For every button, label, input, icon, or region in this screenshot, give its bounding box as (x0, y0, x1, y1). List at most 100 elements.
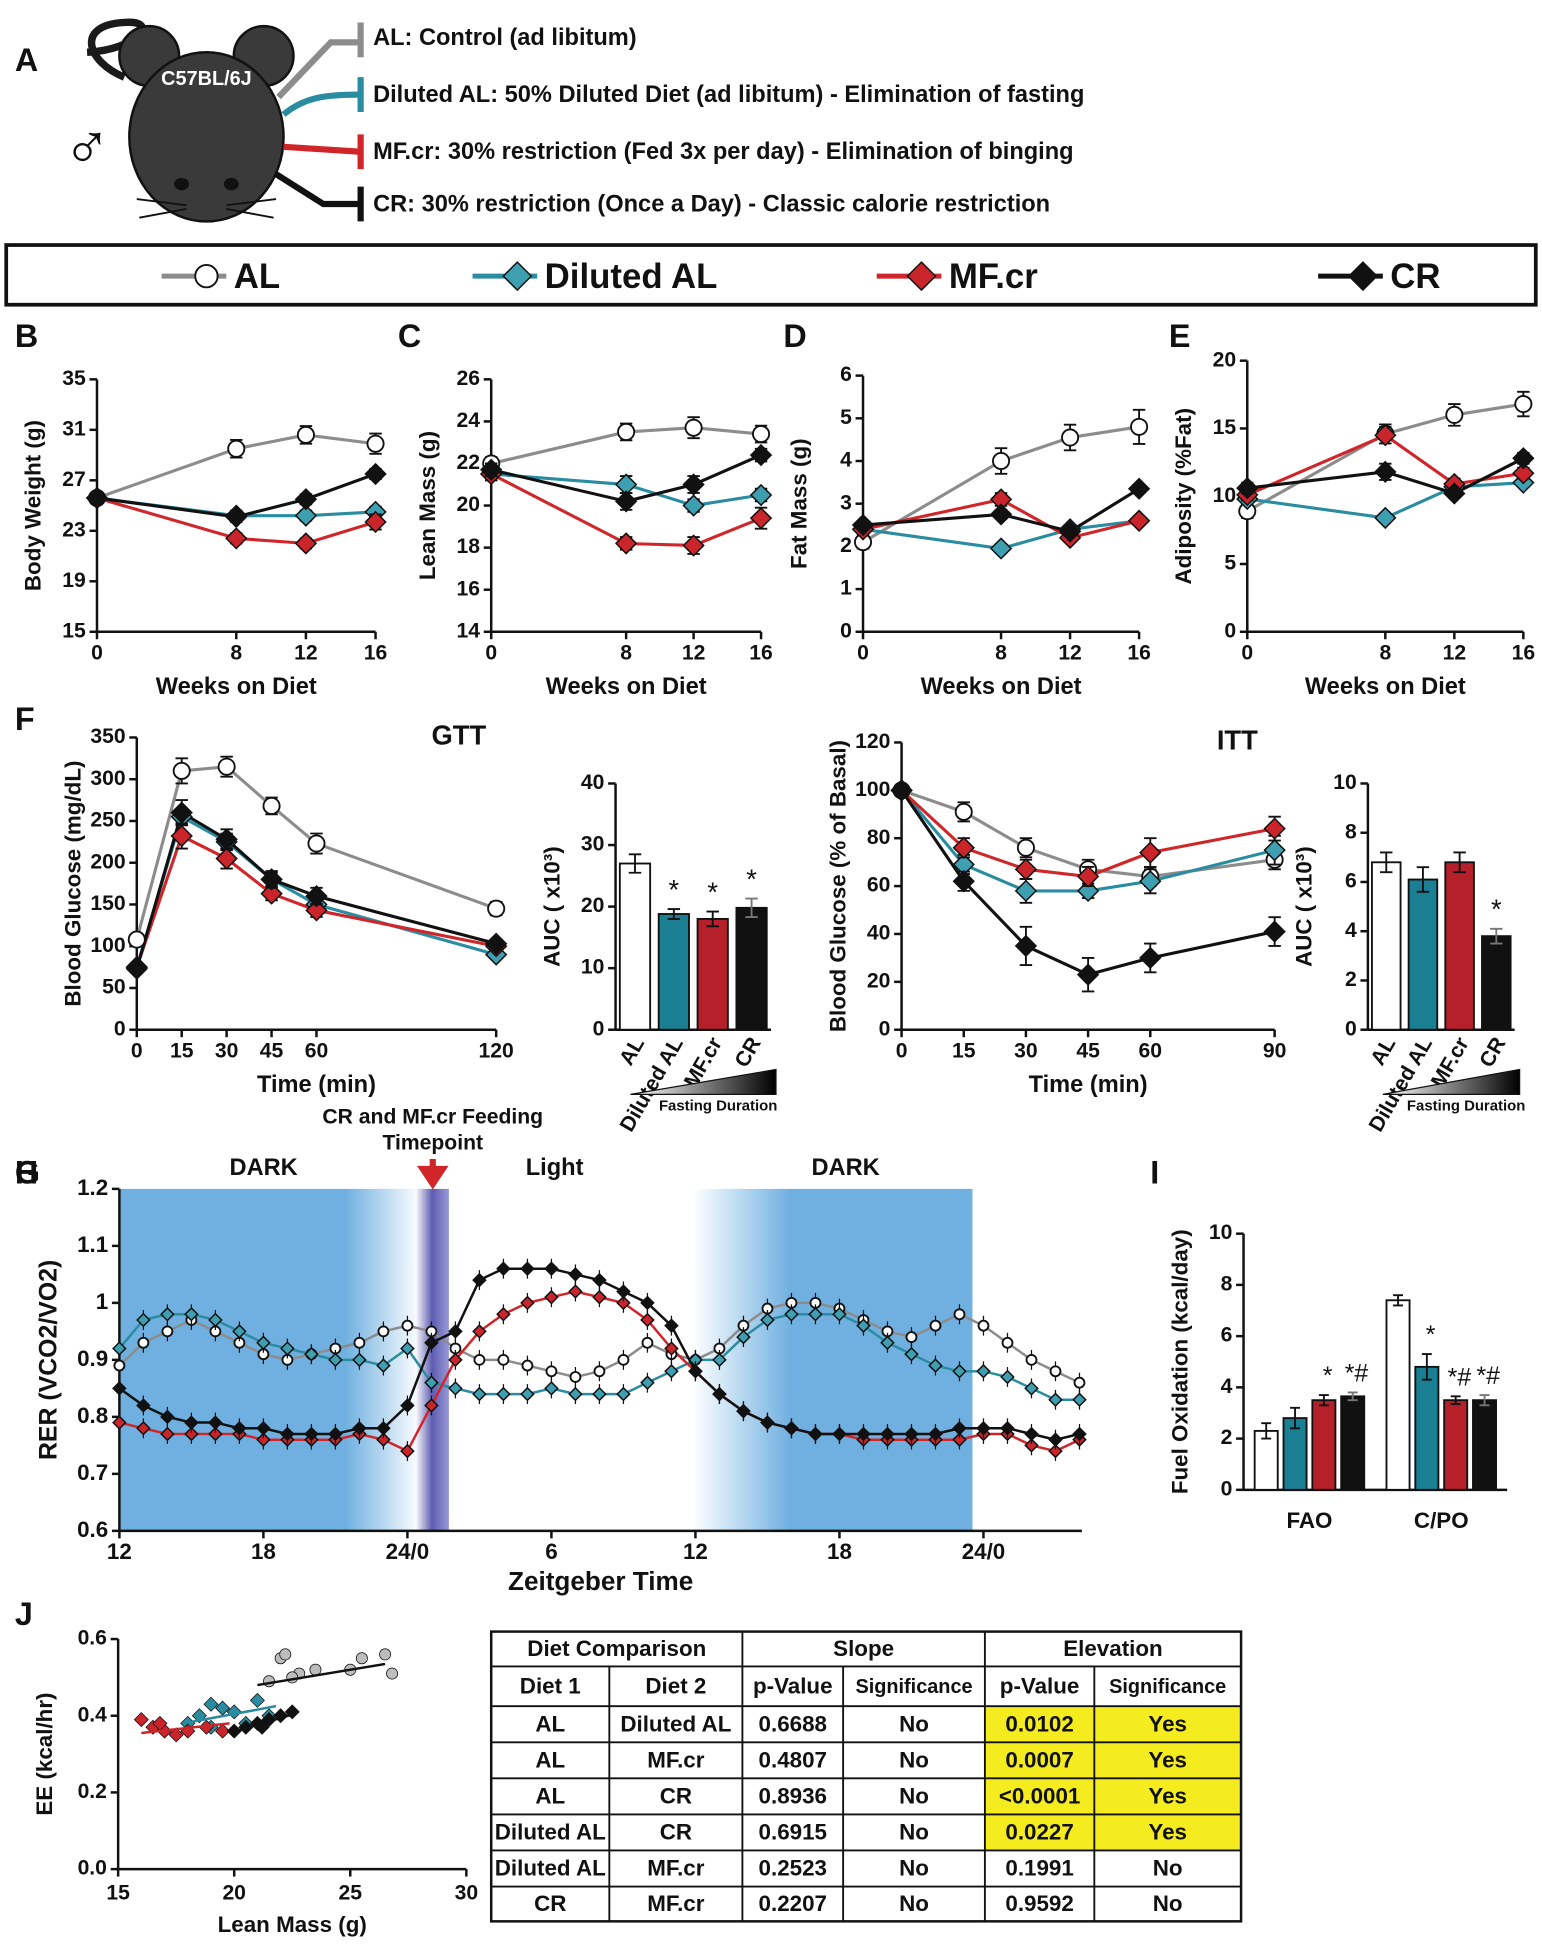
y-tick-label: 40 (867, 922, 890, 945)
fit-line (257, 1662, 386, 1687)
marker (1048, 1392, 1063, 1408)
y-tick-label: 0.8 (77, 1403, 108, 1428)
error-bar (667, 908, 681, 920)
marker (544, 1381, 559, 1396)
x-tick-label: 12 (1443, 642, 1467, 665)
x-tick-label: 25 (339, 1882, 363, 1905)
marker (125, 957, 148, 980)
legend-label: MF.cr (949, 257, 1038, 296)
marker (856, 1426, 871, 1442)
x-tick-label: 15 (170, 1040, 194, 1063)
marker (760, 1415, 775, 1430)
connector (283, 143, 361, 155)
series-line (96, 472, 377, 519)
feeding-arrow (416, 1159, 449, 1190)
x-tick-label: 90 (1263, 1040, 1287, 1063)
table-cell: 0.6688 (759, 1711, 827, 1736)
marker (1049, 1365, 1062, 1378)
marker (386, 1667, 399, 1680)
marker (1445, 405, 1464, 424)
table-border (489, 1630, 1243, 1923)
error-bar (1290, 1406, 1301, 1430)
x-tick-label: CR (731, 1033, 766, 1071)
x-tick-label: AL (1366, 1033, 1400, 1069)
marker (928, 1426, 943, 1442)
marker (448, 1324, 463, 1339)
y-tick-label: 6 (1345, 870, 1357, 893)
series-line (135, 833, 497, 968)
marker (1076, 865, 1100, 888)
y-tick-label: 200 (90, 850, 125, 873)
legend-label: AL (234, 257, 280, 296)
y-tick-label: 0.4 (78, 1703, 108, 1726)
group-label: Diluted AL: 50% Diluted Diet (ad libitum… (373, 82, 1084, 108)
marker (952, 1421, 967, 1436)
series-line (491, 472, 762, 508)
significance: *# (1477, 1362, 1501, 1390)
mouse-body (128, 51, 285, 223)
table-cell: No (899, 1820, 929, 1845)
legend-marker (194, 264, 219, 289)
marker (280, 1341, 295, 1356)
significance: * (707, 876, 718, 907)
table-header-group: Elevation (1063, 1636, 1162, 1661)
y-tick-label: 26 (457, 367, 480, 390)
panel-label: G (15, 1155, 40, 1191)
marker (640, 1295, 655, 1311)
y-axis-title: Blood Glucose (mg/dL) (61, 761, 86, 1007)
marker (593, 1365, 606, 1378)
y-tick-label: 250 (90, 809, 125, 832)
marker (136, 1398, 151, 1413)
y-tick-label: 10 (581, 956, 605, 979)
series-line (900, 789, 1275, 879)
y-tick-label: 23 (62, 518, 86, 541)
feeding-note: Timepoint (382, 1132, 483, 1155)
y-tick-label: 100 (90, 934, 125, 957)
marker (133, 1712, 149, 1728)
x-axis-title: Weeks on Diet (156, 674, 317, 700)
error-bar (1393, 1294, 1403, 1307)
marker (307, 834, 326, 853)
marker (1072, 1426, 1087, 1442)
marker (1263, 839, 1286, 862)
marker (256, 1432, 271, 1447)
table-column-header: p-Value (1000, 1673, 1080, 1698)
marker (682, 473, 705, 496)
table-cell: No (899, 1784, 929, 1809)
marker (544, 1261, 559, 1276)
marker (1139, 841, 1162, 864)
table-cell: 0.6915 (759, 1820, 827, 1845)
y-tick-label: 150 (90, 892, 125, 915)
table-cell: 0.0102 (1005, 1711, 1073, 1736)
y-tick-label: 0 (879, 1017, 891, 1040)
x-tick-label: 30 (455, 1882, 478, 1905)
y-tick-label: 80 (867, 826, 890, 849)
y-axis-title: AUC ( x10³) (1292, 846, 1317, 967)
y-tick-label: 3 (840, 491, 852, 514)
y-tick-label: 2 (1221, 1426, 1233, 1449)
y-tick-label: 0.6 (78, 1627, 107, 1650)
y-tick-label: 4 (1345, 919, 1357, 942)
series-line (490, 453, 762, 503)
x-tick-label: 16 (1127, 642, 1151, 665)
series-line (900, 789, 1275, 977)
marker (249, 1692, 265, 1708)
marker (215, 1700, 231, 1716)
marker (473, 1353, 486, 1366)
y-axis-title: Fuel Oxidation (kcal/day) (1167, 1229, 1192, 1494)
x-tick-label: 20 (222, 1882, 246, 1905)
significance: * (1426, 1321, 1436, 1349)
bar (1443, 1399, 1469, 1491)
fasting-label: Fasting Duration (659, 1098, 777, 1115)
marker (497, 1353, 510, 1366)
table-cell: MF.cr (647, 1891, 704, 1916)
y-tick-label: 16 (457, 577, 480, 600)
error-bar (1450, 1395, 1461, 1405)
marker (880, 1335, 895, 1351)
marker (992, 451, 1011, 471)
marker (568, 1284, 583, 1299)
x-axis-title: Weeks on Diet (546, 674, 707, 700)
series-line (96, 433, 376, 500)
